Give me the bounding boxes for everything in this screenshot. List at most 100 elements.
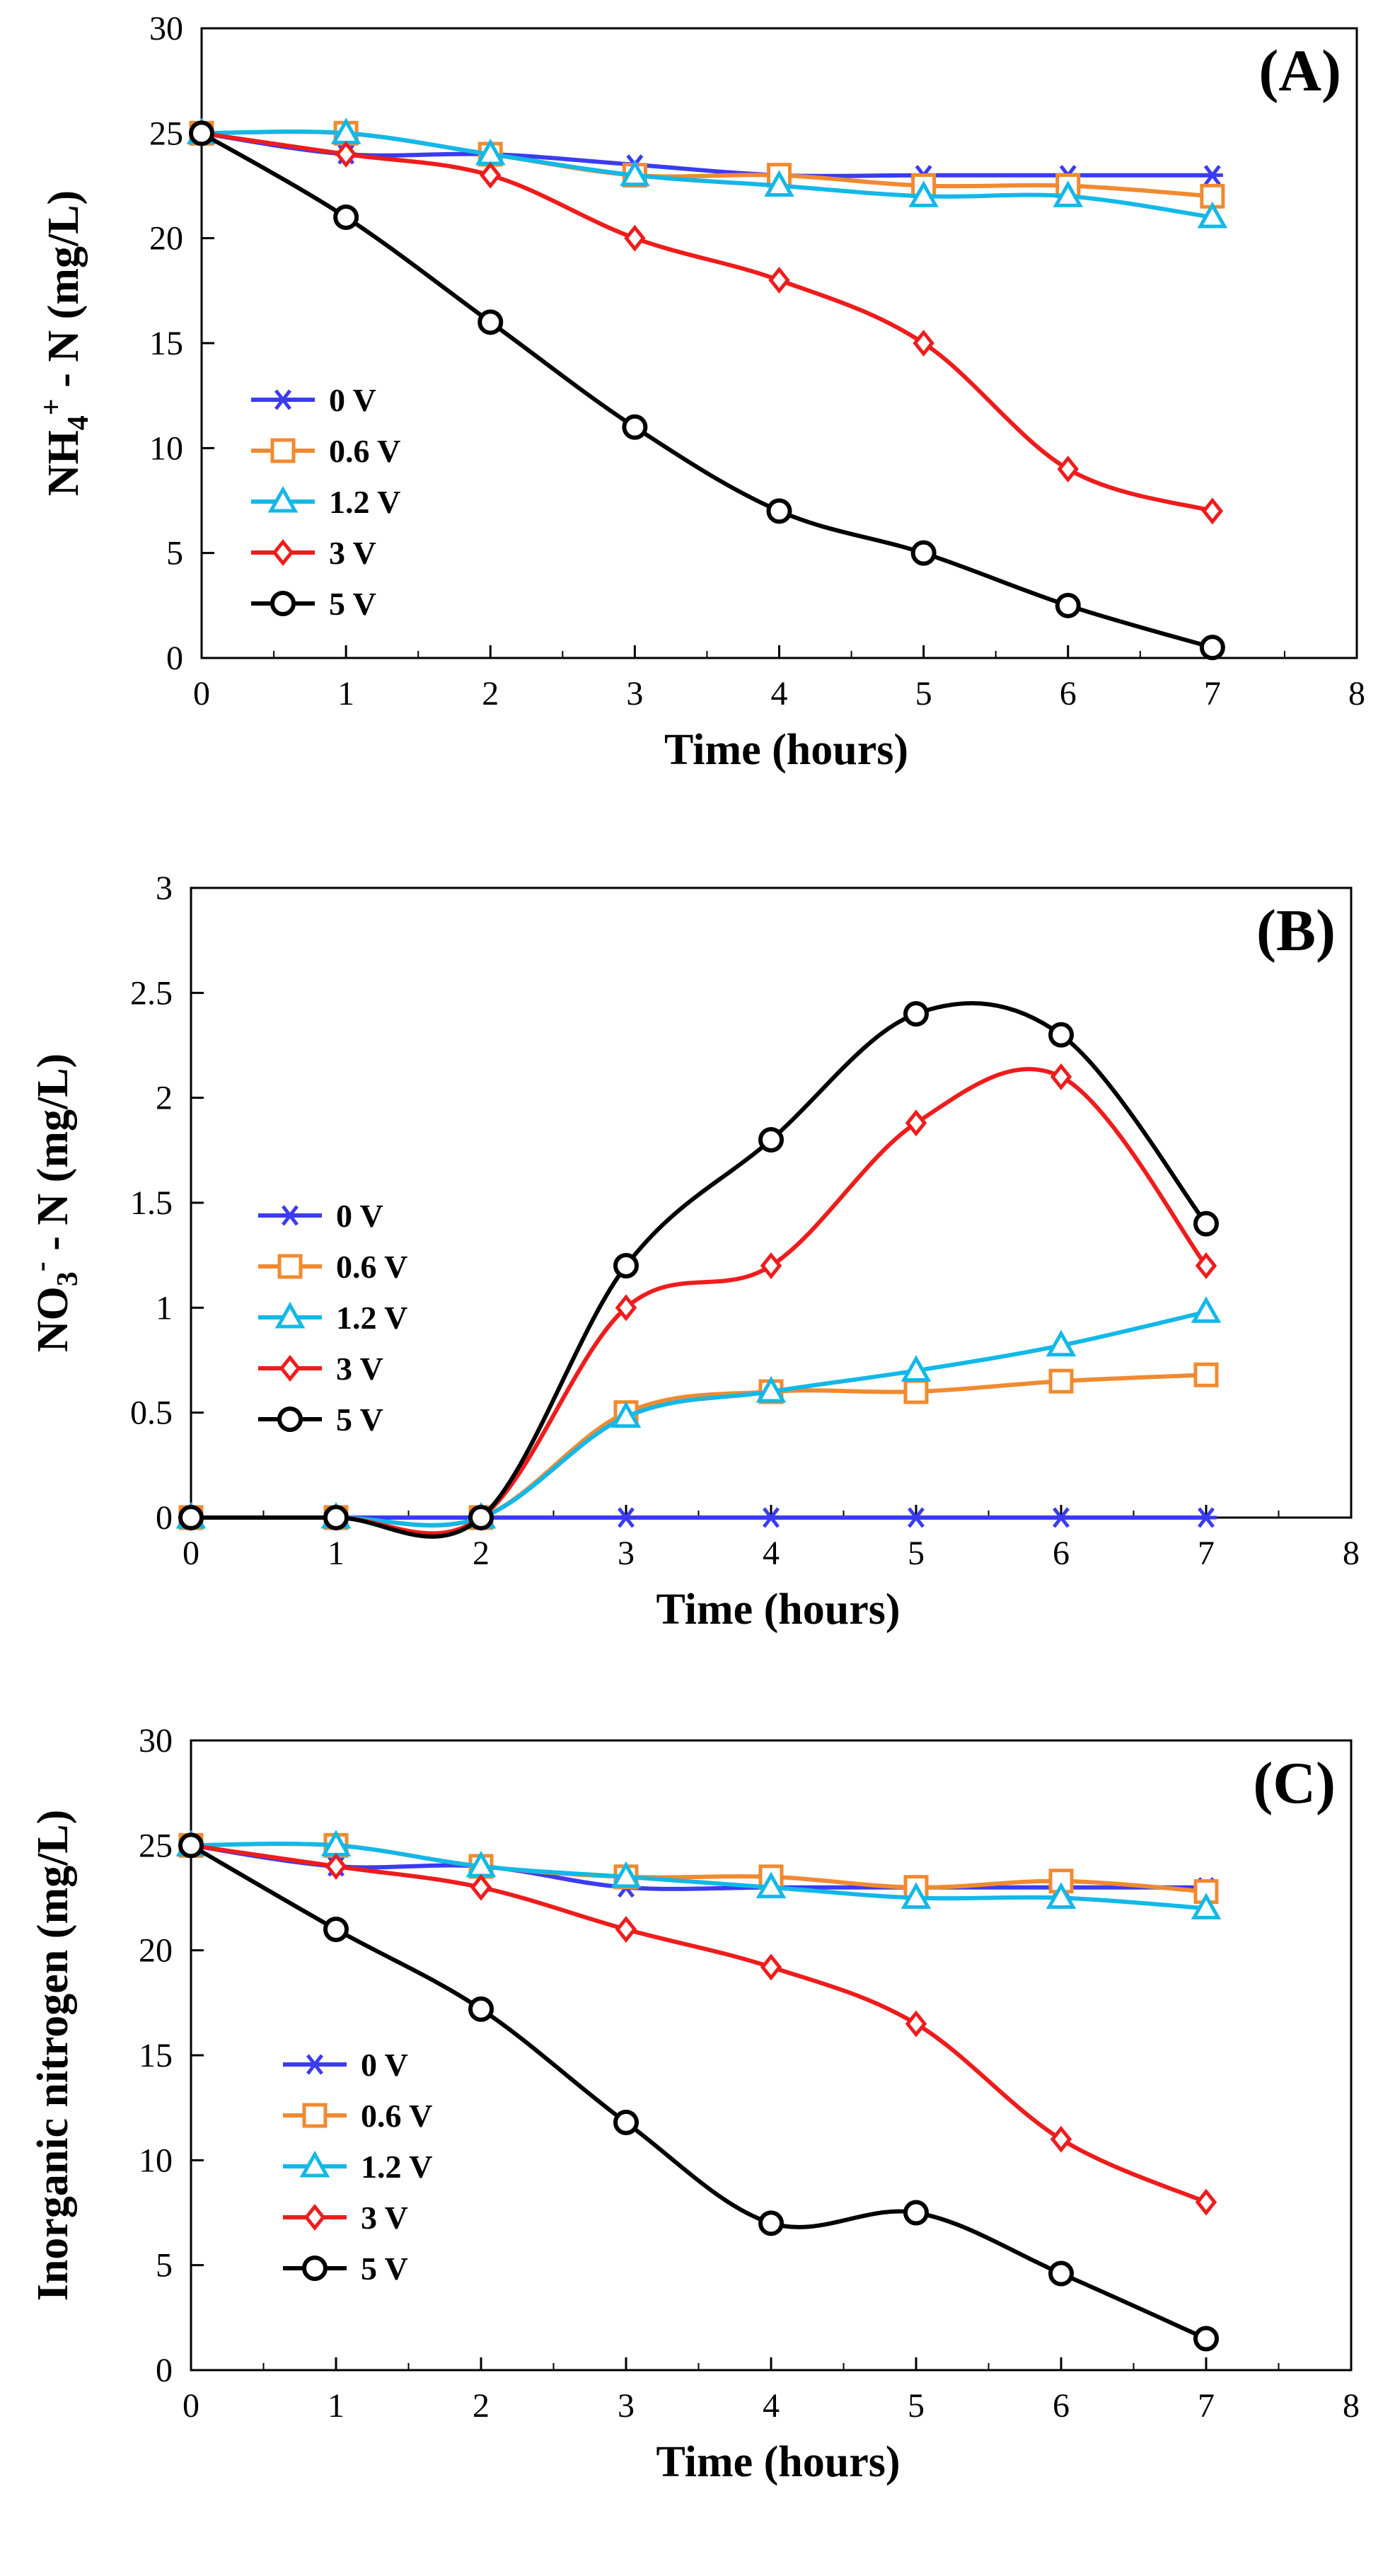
legend-label: 1.2 V [329, 484, 400, 520]
chart-panel-2: 0 1 2 3 4 5 6 7 8 0 5 10 15 20 25 30 Time (hours) Inorgan… [29, 1722, 1360, 2486]
y-axis-title-subscript: 3 [52, 1271, 84, 1286]
data-point [624, 224, 646, 252]
data-point [325, 1852, 347, 1881]
data-point [477, 309, 504, 335]
data-point [756, 1871, 787, 1899]
legend-label: 0.6 V [361, 2098, 432, 2134]
data-point [768, 266, 790, 294]
x-tick-label: 2 [473, 2387, 490, 2425]
data-point [610, 1401, 642, 1428]
x-axis-title: Time (hours) [656, 1586, 900, 1634]
data-point [1195, 2188, 1217, 2216]
x-tick-label: 0 [183, 1535, 199, 1572]
x-tick-label: 5 [915, 675, 932, 712]
legend-marker [272, 538, 294, 567]
series-5-V [178, 1001, 1219, 1539]
legend-marker [270, 438, 296, 463]
y-tick-label: 0 [166, 640, 183, 677]
series-line [190, 1843, 1208, 2205]
x-tick-label: 6 [1060, 675, 1077, 712]
legend-label: 3 V [329, 535, 376, 571]
y-tick-label: 5 [156, 2247, 173, 2285]
legend-marker [277, 1407, 303, 1432]
data-point [1197, 201, 1228, 229]
data-point [335, 140, 357, 168]
data-point [1193, 1362, 1219, 1387]
data-point [470, 1873, 492, 1901]
legend-label: 3 V [336, 1351, 383, 1387]
legend: 0 V 0.6 V 1.2 V 3 V 5 V [258, 1198, 407, 1438]
panel-tag: (B) [1256, 898, 1336, 964]
x-tick-label: 0 [193, 675, 210, 712]
series-line [190, 1842, 1207, 1911]
data-point [1201, 497, 1224, 525]
data-point [913, 329, 934, 357]
data-point [756, 1375, 787, 1403]
data-point [620, 159, 650, 187]
data-point [758, 2210, 784, 2236]
legend-marker [303, 2203, 326, 2231]
data-point [613, 2109, 639, 2135]
x-tick-label: 7 [1204, 675, 1221, 712]
y-axis-title-rest: - N (mg/L) [29, 1053, 77, 1261]
data-point [1050, 1063, 1072, 1091]
legend-marker [274, 1301, 306, 1329]
data-point [615, 1915, 637, 1943]
series-3-V [190, 120, 1224, 525]
y-tick-label: 25 [149, 115, 183, 152]
data-point [615, 1507, 637, 1528]
data-point [178, 1505, 204, 1530]
data-point [323, 1505, 349, 1530]
x-tick-label: 5 [908, 1535, 925, 1572]
data-point [333, 204, 359, 230]
series-line [201, 129, 1213, 219]
y-tick-label: 25 [139, 1827, 173, 1864]
y-tick-label: 30 [139, 1722, 173, 1760]
data-point [766, 498, 792, 524]
y-tick-label: 3 [156, 870, 173, 907]
data-point [1050, 2125, 1072, 2153]
series-5-V [189, 120, 1225, 661]
series-5-V [178, 1832, 1219, 2352]
legend-marker [302, 2256, 328, 2281]
data-point [1196, 1507, 1217, 1528]
legend-label: 1.2 V [361, 2149, 432, 2185]
data-point [903, 1379, 929, 1404]
data-point [1195, 1252, 1217, 1280]
legend: 0 V 0.6 V 1.2 V 3 V 5 V [283, 2047, 432, 2287]
x-tick-label: 4 [763, 1535, 780, 1572]
x-tick-label: 4 [763, 2387, 780, 2425]
series-line [190, 1843, 1208, 2341]
y-tick-label: 2 [156, 1080, 173, 1117]
legend-label: 0 V [361, 2047, 408, 2083]
x-tick-label: 7 [1198, 1535, 1215, 1572]
y-tick-label: 0 [156, 1499, 173, 1537]
data-point [1199, 635, 1225, 661]
y-tick-label: 15 [139, 2037, 173, 2074]
y-tick-label: 15 [149, 325, 183, 362]
y-tick-label: 10 [149, 429, 183, 467]
data-point [901, 1355, 932, 1382]
y-tick-label: 5 [166, 535, 183, 572]
x-tick-label: 5 [908, 2387, 925, 2425]
x-tick-label: 3 [626, 675, 643, 712]
legend-marker [277, 1254, 303, 1279]
legend-label: 3 V [361, 2200, 408, 2236]
y-axis-title-main: Inorganic nitrogen (mg/L) [29, 1810, 77, 2301]
data-point [468, 1996, 494, 2022]
y-tick-label: 0 [156, 2352, 173, 2389]
y-axis-title-subscript: 4 [62, 415, 95, 430]
data-point [1193, 2326, 1219, 2352]
panel-tag: (C) [1253, 1750, 1336, 1816]
legend-label: 5 V [361, 2251, 408, 2287]
series-1-2-V [186, 117, 1228, 229]
x-tick-label: 1 [328, 2387, 345, 2425]
legend-marker [279, 1205, 301, 1226]
series-1-2-V [175, 1830, 1222, 1919]
y-axis-title-superscript: - [25, 1261, 57, 1271]
data-point [1057, 455, 1079, 483]
x-axis-title: Time (hours) [664, 726, 908, 774]
